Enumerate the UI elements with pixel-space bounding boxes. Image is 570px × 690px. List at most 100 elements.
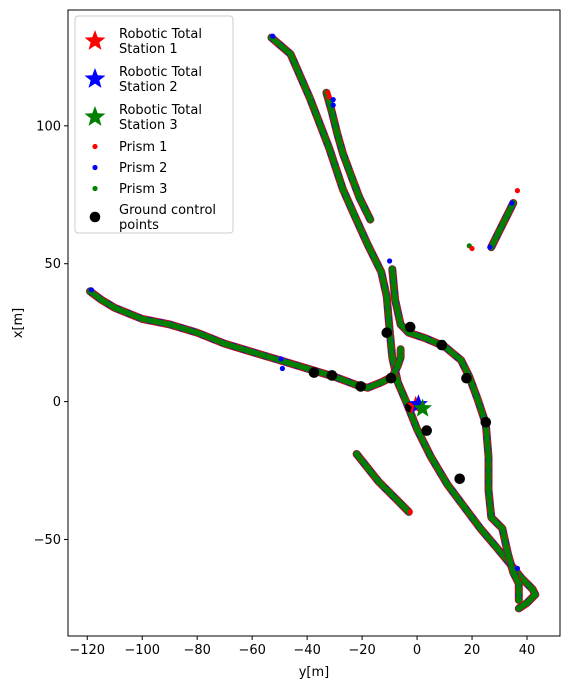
prism-point — [387, 258, 393, 264]
ground-control-point — [461, 372, 472, 384]
trajectory-point — [97, 296, 105, 303]
prism-point — [469, 245, 475, 252]
y-axis-label: x[m] — [11, 308, 26, 339]
trajectory-point — [515, 580, 522, 587]
trajectory-point — [378, 379, 385, 386]
y-axis: −50 0 50 100 — [34, 119, 68, 548]
legend-label: Prism 2 — [119, 161, 167, 176]
station-marker — [413, 398, 433, 417]
prism-point — [514, 565, 521, 572]
ground-control-point — [421, 425, 433, 436]
trajectory-point — [306, 95, 314, 102]
trajectory-point — [529, 585, 536, 593]
trajectory-point — [523, 599, 531, 607]
legend-label: Station 1 — [119, 42, 178, 57]
trajectory-point — [444, 481, 451, 488]
legend-label: Ground control — [119, 203, 216, 218]
legend-label: Robotic Total — [119, 103, 202, 118]
y-tick-label: 0 — [53, 395, 61, 410]
trajectory-point — [364, 241, 371, 248]
trajectory-point — [194, 329, 201, 336]
trajectory-point — [364, 384, 371, 391]
trajectory-point — [328, 108, 336, 116]
y-tick-label: 100 — [36, 119, 61, 134]
x-tick-label: 0 — [413, 643, 421, 658]
trajectory-point — [391, 296, 399, 303]
prism-point — [278, 356, 284, 362]
trajectory-point — [413, 426, 421, 433]
trajectory-point — [378, 268, 385, 276]
ground-control-point — [436, 339, 448, 351]
prism-point — [88, 287, 94, 293]
trajectory-point — [166, 321, 173, 328]
trajectory-point — [221, 340, 228, 347]
x-tick-label: −120 — [69, 643, 105, 658]
trajectory-point — [397, 321, 404, 328]
trajectory-point — [515, 605, 522, 612]
trajectory-point — [474, 395, 481, 402]
trajectory-point — [397, 346, 404, 353]
trajectory-point — [364, 464, 371, 471]
prism-point — [487, 244, 493, 250]
prism-point — [514, 188, 521, 194]
trajectory-point — [496, 227, 503, 234]
prism-point — [279, 365, 285, 372]
trajectory-point — [334, 130, 341, 138]
trajectory-point — [504, 210, 511, 218]
prism-point — [509, 200, 515, 206]
trajectory-upper-spur — [322, 88, 375, 224]
trajectory-point — [485, 486, 492, 493]
legend-box — [74, 15, 234, 234]
trajectory-point — [325, 144, 333, 152]
x-tick-label: −60 — [238, 643, 265, 658]
trajectory-point — [477, 525, 484, 532]
trajectory-point — [499, 525, 506, 532]
legend-dot-marker — [92, 185, 98, 192]
trajectory-point — [386, 489, 393, 496]
legend-item: Prism 2 — [92, 161, 167, 176]
trajectory-point — [303, 365, 311, 372]
x-axis-label: y[m] — [299, 665, 330, 680]
trajectory-main-diagonal — [267, 33, 540, 613]
trajectory-point — [367, 216, 374, 223]
legend-label: Prism 1 — [119, 140, 167, 155]
trajectory-point — [139, 315, 146, 323]
trajectory-point — [111, 304, 118, 311]
legend-label: points — [119, 218, 159, 233]
legend-label: Station 3 — [119, 118, 178, 133]
prism-outliers-layer — [88, 33, 521, 572]
trajectory-prism3-trace — [488, 200, 517, 250]
trajectory-point — [249, 348, 256, 356]
legend-item: Prism 3 — [92, 182, 167, 197]
ground-control-point — [480, 417, 492, 428]
trajectory-point — [510, 569, 517, 576]
x-tick-label: −80 — [183, 643, 210, 658]
ground-control-point — [385, 372, 397, 384]
trajectory-point — [460, 503, 467, 510]
prism-point — [326, 94, 332, 100]
legend-star-marker — [84, 106, 106, 126]
trajectory-point — [397, 354, 404, 361]
x-tick-label: −40 — [293, 643, 320, 658]
legend-label: Robotic Total — [119, 27, 202, 42]
x-tick-label: 40 — [519, 643, 536, 658]
trajectory-point — [350, 210, 358, 218]
trajectory-point — [397, 500, 404, 507]
prism-point — [330, 97, 336, 103]
trajectory-point — [515, 596, 522, 604]
ground-control-point — [454, 473, 466, 485]
trajectory-point — [394, 379, 401, 386]
trajectory-point — [356, 194, 363, 201]
trajectory-point — [389, 354, 396, 361]
legend-item: Prism 1 — [92, 140, 167, 155]
legend-star-marker — [84, 68, 106, 88]
trajectory-point — [383, 293, 390, 300]
x-axis: −120 −100 −80 −60 −40 −20 0 20 40 — [69, 636, 535, 658]
y-tick-label: −50 — [34, 533, 61, 548]
y-tick-label: 50 — [44, 257, 61, 272]
